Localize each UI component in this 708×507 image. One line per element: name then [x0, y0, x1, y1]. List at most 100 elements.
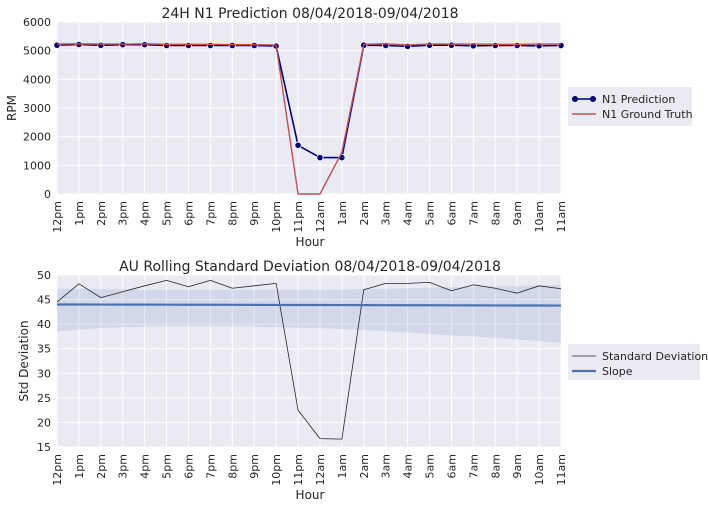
- x-tick-label: 7pm: [204, 201, 217, 226]
- x-tick-label: 4pm: [139, 454, 152, 479]
- y-tick-label: 6000: [23, 16, 51, 29]
- y-tick-label: 5000: [23, 45, 51, 58]
- x-tick-label: 11pm: [292, 201, 305, 233]
- std-deviation-chart: AU Rolling Standard Deviation 08/04/2018…: [17, 259, 568, 502]
- x-axis-label: Hour: [296, 488, 325, 502]
- y-tick-label: 20: [37, 416, 51, 429]
- y-axis-label: Std Deviation: [17, 320, 31, 401]
- data-point: [425, 41, 434, 49]
- x-tick-label: 5am: [424, 454, 437, 478]
- data-point: [316, 153, 324, 162]
- x-tick-label: 12pm: [51, 454, 64, 486]
- y-tick-label: 45: [37, 294, 51, 307]
- x-tick-label: 6pm: [182, 201, 195, 226]
- chart-title: AU Rolling Standard Deviation 08/04/2018…: [119, 259, 501, 275]
- x-tick-label: 2am: [358, 454, 371, 478]
- x-tick-label: 1am: [336, 454, 349, 478]
- x-tick-label: 3pm: [117, 201, 130, 226]
- data-point: [250, 41, 258, 50]
- x-tick-label: 9am: [511, 201, 524, 225]
- x-tick-label: 2am: [358, 201, 371, 225]
- x-tick-label: 3am: [380, 201, 393, 225]
- y-tick-label: 15: [37, 441, 51, 454]
- x-tick-label: 2pm: [95, 454, 108, 479]
- legend-label: N1 Ground Truth: [602, 108, 693, 121]
- x-tick-label: 10pm: [270, 454, 283, 486]
- x-tick-label: 10pm: [270, 201, 283, 233]
- data-point: [53, 41, 61, 49]
- x-tick-label: 1pm: [73, 454, 86, 479]
- data-point: [513, 41, 521, 50]
- x-tick-label: 7am: [467, 201, 480, 225]
- y-tick-label: 3000: [23, 102, 51, 115]
- x-tick-label: 1am: [336, 201, 349, 225]
- data-point: [184, 41, 193, 50]
- y-tick-label: 2000: [23, 131, 51, 144]
- x-tick-label: 6am: [445, 454, 458, 478]
- data-point: [491, 41, 499, 50]
- y-tick-label: 25: [37, 392, 51, 405]
- x-axis-label: Hour: [296, 235, 325, 249]
- x-tick-label: 9am: [511, 454, 524, 478]
- data-point: [447, 41, 456, 49]
- x-tick-label: 4am: [402, 201, 415, 225]
- x-tick-label: 12pm: [51, 201, 64, 233]
- series-line: [56, 43, 562, 159]
- x-tick-label: 2pm: [95, 201, 108, 226]
- gridlines: [56, 21, 562, 195]
- x-tick-label: 8pm: [226, 201, 239, 226]
- y-tick-label: 30: [37, 367, 51, 380]
- data-point: [206, 41, 214, 50]
- y-axis-label: RPM: [5, 95, 19, 121]
- x-tick-label: 11am: [555, 201, 568, 232]
- legend: N1 Prediction N1 Ground Truth: [568, 87, 693, 126]
- x-tick-label: 6am: [445, 201, 458, 225]
- confidence-band: [57, 284, 561, 343]
- y-tick-label: 1000: [23, 159, 51, 172]
- x-tick-label: 4am: [402, 454, 415, 478]
- y-tick-label: 4000: [23, 73, 51, 86]
- x-tick-label: 4pm: [139, 201, 152, 226]
- legend-label: Slope: [602, 365, 633, 378]
- y-tick-label: 0: [44, 188, 51, 201]
- x-tick-label: 3pm: [117, 454, 130, 479]
- x-tick-label: 10am: [533, 201, 546, 232]
- rpm-chart: 24H N1 Prediction 08/04/2018-09/04/2018 …: [5, 6, 568, 249]
- x-tick-label: 5pm: [161, 201, 174, 226]
- x-tick-label: 11am: [555, 454, 568, 485]
- x-tick-label: 12am: [314, 201, 327, 232]
- y-tick-label: 35: [37, 343, 51, 356]
- x-tick-label: 7pm: [204, 454, 217, 479]
- legend-marker: [590, 96, 596, 102]
- legend-marker: [572, 96, 578, 102]
- x-tick-label: 3am: [380, 454, 393, 478]
- data-point: [141, 41, 149, 49]
- chart-title: 24H N1 Prediction 08/04/2018-09/04/2018: [161, 6, 458, 22]
- legend-label: Standard Deviation: [602, 350, 708, 363]
- x-tick-label: 8am: [489, 201, 502, 225]
- x-tick-label: 5pm: [161, 454, 174, 479]
- legend-label: N1 Prediction: [602, 93, 675, 106]
- data-point: [557, 41, 565, 50]
- x-tick-label: 12am: [314, 454, 327, 485]
- x-tick-label: 8pm: [226, 454, 239, 479]
- x-tick-label: 11pm: [292, 454, 305, 486]
- data-point: [97, 41, 105, 49]
- y-tick-label: 50: [37, 269, 51, 282]
- x-tick-label: 9pm: [248, 201, 261, 226]
- x-tick-label: 1pm: [73, 201, 86, 226]
- x-tick-label: 6pm: [182, 454, 195, 479]
- x-tick-label: 8am: [489, 454, 502, 478]
- data-point: [162, 41, 171, 50]
- x-tick-label: 9pm: [248, 454, 261, 479]
- x-tick-label: 5am: [424, 201, 437, 225]
- series-line: [56, 303, 562, 307]
- y-tick-label: 40: [37, 318, 51, 331]
- series-line: [56, 280, 562, 440]
- data-point: [228, 41, 236, 50]
- x-tick-label: 10am: [533, 454, 546, 485]
- data-point: [294, 141, 302, 149]
- series-line: [56, 43, 561, 195]
- legend-box: [568, 87, 692, 126]
